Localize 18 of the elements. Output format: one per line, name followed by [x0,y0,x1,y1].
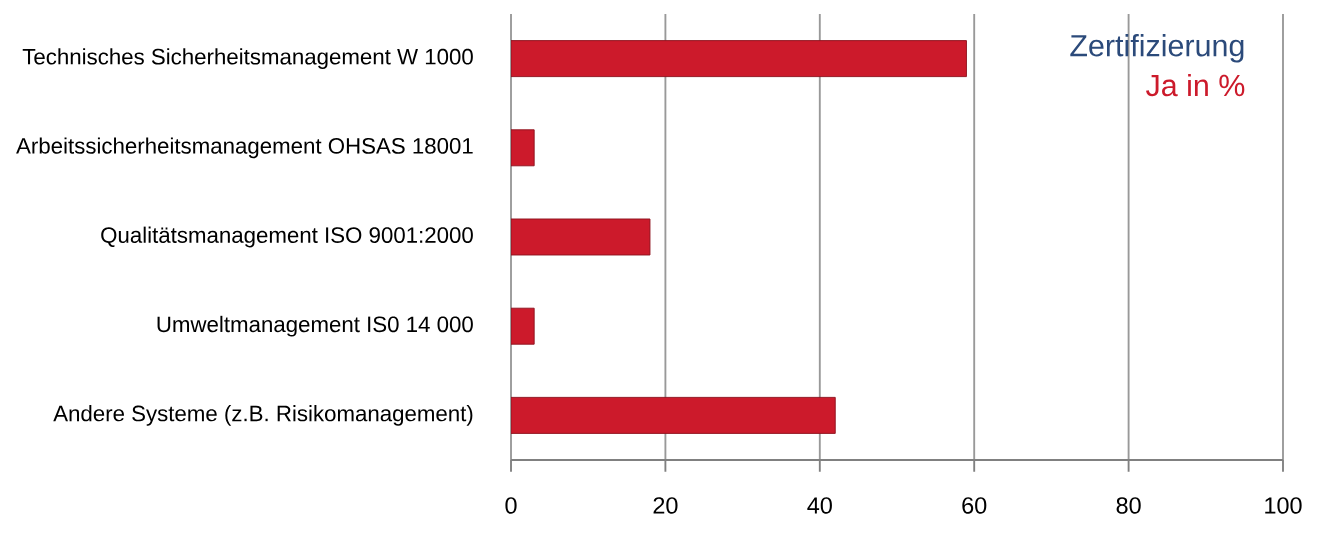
legend-title: Zertifizierung [1070,34,1244,63]
x-tick-label: 20 [653,497,678,514]
bar [511,218,651,256]
x-tick-label: 0 [505,497,517,514]
text: Ja in % [1146,73,1245,97]
y-tick-label: Qualitätsmanagement ISO 9001:2000 [101,226,473,248]
x-tick-label: 40 [807,497,832,514]
bar [511,396,836,434]
bar [511,307,535,345]
bar [511,129,535,167]
y-tick-label: Technisches Sicherheitsmanagement W 1000 [22,48,473,69]
x-tick-label: 60 [962,497,987,514]
y-tick-label: Andere Systeme (z.B. Risikomanagement) [53,405,473,426]
bar [511,40,967,78]
x-tick-label: 80 [1116,497,1141,514]
y-tick-label: Arbeitssicherheitsmanagement OHSAS 18001 [16,137,473,159]
x-tick-label: 100 [1265,497,1302,514]
y-tick-label: Umweltmanagement IS0 14 000 [157,315,473,337]
